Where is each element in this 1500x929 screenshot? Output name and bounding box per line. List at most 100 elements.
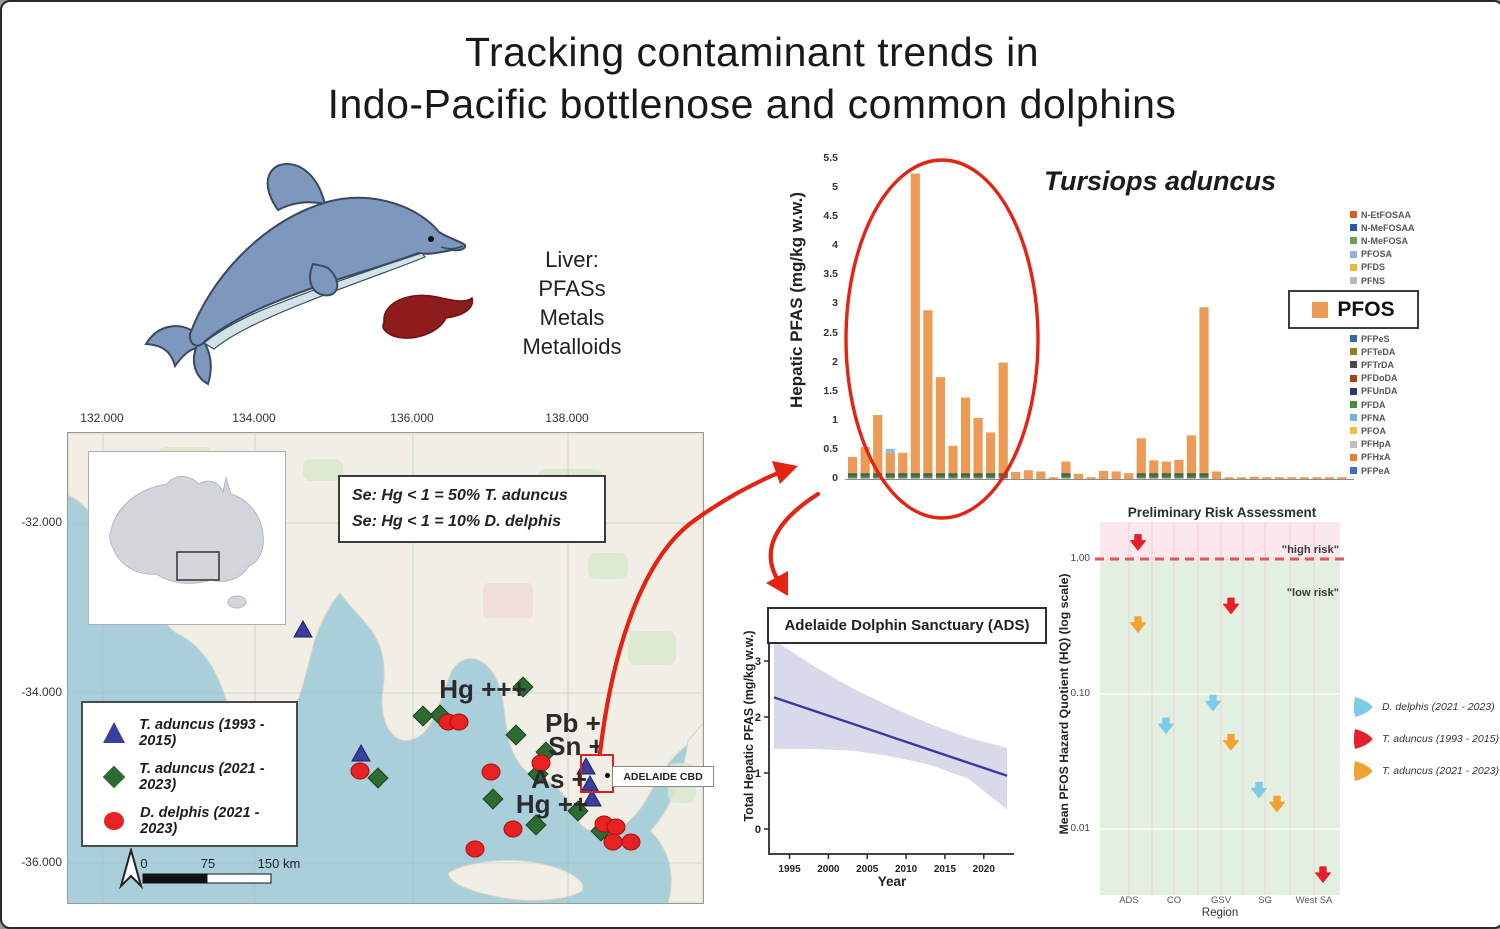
bar-segment — [873, 473, 883, 475]
barchart-legend-row: PFOSA — [1350, 248, 1440, 261]
t-aduncus-1993-marker — [351, 743, 371, 762]
liver-label-line: Metals — [539, 305, 605, 330]
bar-segment — [998, 474, 1008, 478]
risk-category-label: ADS — [1119, 895, 1139, 906]
t-aduncus-2021-marker — [525, 814, 547, 836]
bar-segment — [910, 173, 920, 474]
risk-category-label: CO — [1166, 895, 1182, 906]
bar-segment — [960, 477, 971, 479]
map-lat-label: -34.000 — [21, 685, 62, 699]
circle-icon — [104, 812, 124, 830]
barchart-legend-row: PFTrDA — [1350, 358, 1440, 371]
bar-segment — [873, 414, 883, 474]
triangle-icon — [103, 722, 125, 743]
barchart-legend-label: PFPeA — [1361, 465, 1391, 476]
map-legend-label: T. aduncus (1993 - 2015) — [139, 717, 265, 749]
risk-chart-title: Preliminary Risk Assessment — [1127, 505, 1317, 520]
barchart-legend-label: PFHpA — [1361, 439, 1391, 450]
bar-segment — [986, 474, 996, 478]
bar-segment — [910, 473, 920, 475]
bar-segment — [1299, 477, 1309, 479]
risk-point-marker — [1251, 781, 1267, 799]
barchart-legend-label: PFOA — [1361, 425, 1387, 436]
risk-legend-label: T. aduncus (2021 - 2023) — [1382, 765, 1499, 777]
bar-segment — [973, 473, 983, 475]
bar-segment — [898, 452, 908, 474]
dolphin-mouth — [440, 245, 464, 250]
barchart-legend-row: N-EtFOSAA — [1350, 208, 1440, 221]
bar-segment — [986, 477, 996, 479]
n-mefosaa-swatch-icon — [1350, 224, 1357, 232]
vegetation-patch — [303, 459, 343, 481]
barchart-title: Tursiops aduncus — [1043, 166, 1277, 196]
bar-segment — [848, 474, 858, 478]
adelaide-cbd-label: ADELAIDE CBD — [612, 766, 714, 787]
barchart-legend-label: N-MeFOSA — [1361, 235, 1408, 246]
contaminant-label: Sn + — [548, 731, 604, 761]
d-delphis-marker — [465, 840, 485, 858]
play-marker-icon — [1353, 697, 1373, 717]
map-legend-row: T. aduncus (1993 - 2015) — [97, 715, 287, 751]
d-delphis-marker — [531, 754, 551, 772]
bar-segment — [1161, 474, 1171, 478]
risk-legend-row: T. aduncus (1993 - 2015) — [1352, 726, 1500, 752]
barchart-ytick-label: 3.5 — [823, 268, 838, 281]
pfna-swatch-icon — [1350, 414, 1357, 422]
bar-segment — [986, 432, 996, 474]
bar-segment — [1324, 477, 1335, 479]
pfns-swatch-icon — [1350, 277, 1357, 284]
d-delphis-marker — [503, 820, 523, 838]
north-arrow-icon — [119, 848, 143, 890]
high-risk-label: "high risk" — [1282, 544, 1339, 556]
bar-segment — [910, 477, 920, 479]
pftrda-swatch-icon — [1350, 361, 1357, 369]
bar-segment — [860, 446, 870, 474]
bar-segment — [1149, 474, 1159, 478]
t-aduncus-2021-marker — [367, 767, 389, 789]
ads-ytick-label: 1 — [755, 768, 761, 780]
bar-segment — [1161, 477, 1171, 479]
bar-segment — [1186, 474, 1197, 478]
t-aduncus-2021-marker — [567, 800, 589, 822]
bar-segment — [998, 473, 1008, 475]
bar-segment — [1186, 477, 1197, 479]
barchart-legend-label: PFPeS — [1361, 333, 1390, 344]
bar-segment — [935, 377, 946, 474]
barchart-legend-row: N-MeFOSAA — [1350, 221, 1440, 234]
bar-segment — [1099, 470, 1109, 479]
bar-segment — [960, 474, 971, 478]
bar-segment — [1199, 473, 1209, 475]
map-legend-row: D. delphis (2021 - 2023) — [97, 803, 287, 839]
pfunda-swatch-icon — [1350, 387, 1357, 395]
map-lat-label: -32.000 — [21, 515, 62, 529]
urban-patch — [483, 583, 533, 618]
barchart-legend-label: PFNA — [1361, 412, 1386, 423]
map-lon-label: 134.000 — [232, 411, 276, 425]
pfdoda-swatch-icon — [1350, 374, 1357, 382]
page-title: Tracking contaminant trends in Indo-Paci… — [2, 26, 1500, 130]
scale-label: 75 — [200, 856, 216, 871]
map-to-barchart-arrowhead-icon — [772, 461, 798, 484]
bar-segment — [1136, 474, 1146, 478]
contaminant-label: As + — [531, 764, 587, 794]
play-icon — [1353, 697, 1373, 717]
pfosa-swatch-icon — [1350, 250, 1357, 258]
risk-ytick-label: 0.01 — [1070, 823, 1090, 834]
d-delphis-marker — [449, 713, 469, 731]
bar-segment — [973, 474, 983, 478]
map-sample-markers — [293, 619, 641, 858]
bar-segment — [1237, 477, 1247, 479]
barchart-legend-label: PFTrDA — [1361, 359, 1395, 370]
t-aduncus-2021-marker — [505, 724, 527, 746]
bar-segment — [923, 310, 933, 474]
ads-chart-title: Adelaide Dolphin Sanctuary (ADS) — [767, 607, 1047, 644]
risk-legend-row: D. delphis (2021 - 2023) — [1352, 694, 1500, 720]
bar-segment — [923, 477, 933, 479]
bar-segment — [986, 473, 996, 475]
risk-category-label: West SA — [1295, 895, 1333, 906]
ads-xlabel: Year — [877, 874, 907, 889]
ads-xtick-label: 2015 — [934, 864, 957, 875]
ads-ytick-label: 0 — [755, 824, 761, 836]
